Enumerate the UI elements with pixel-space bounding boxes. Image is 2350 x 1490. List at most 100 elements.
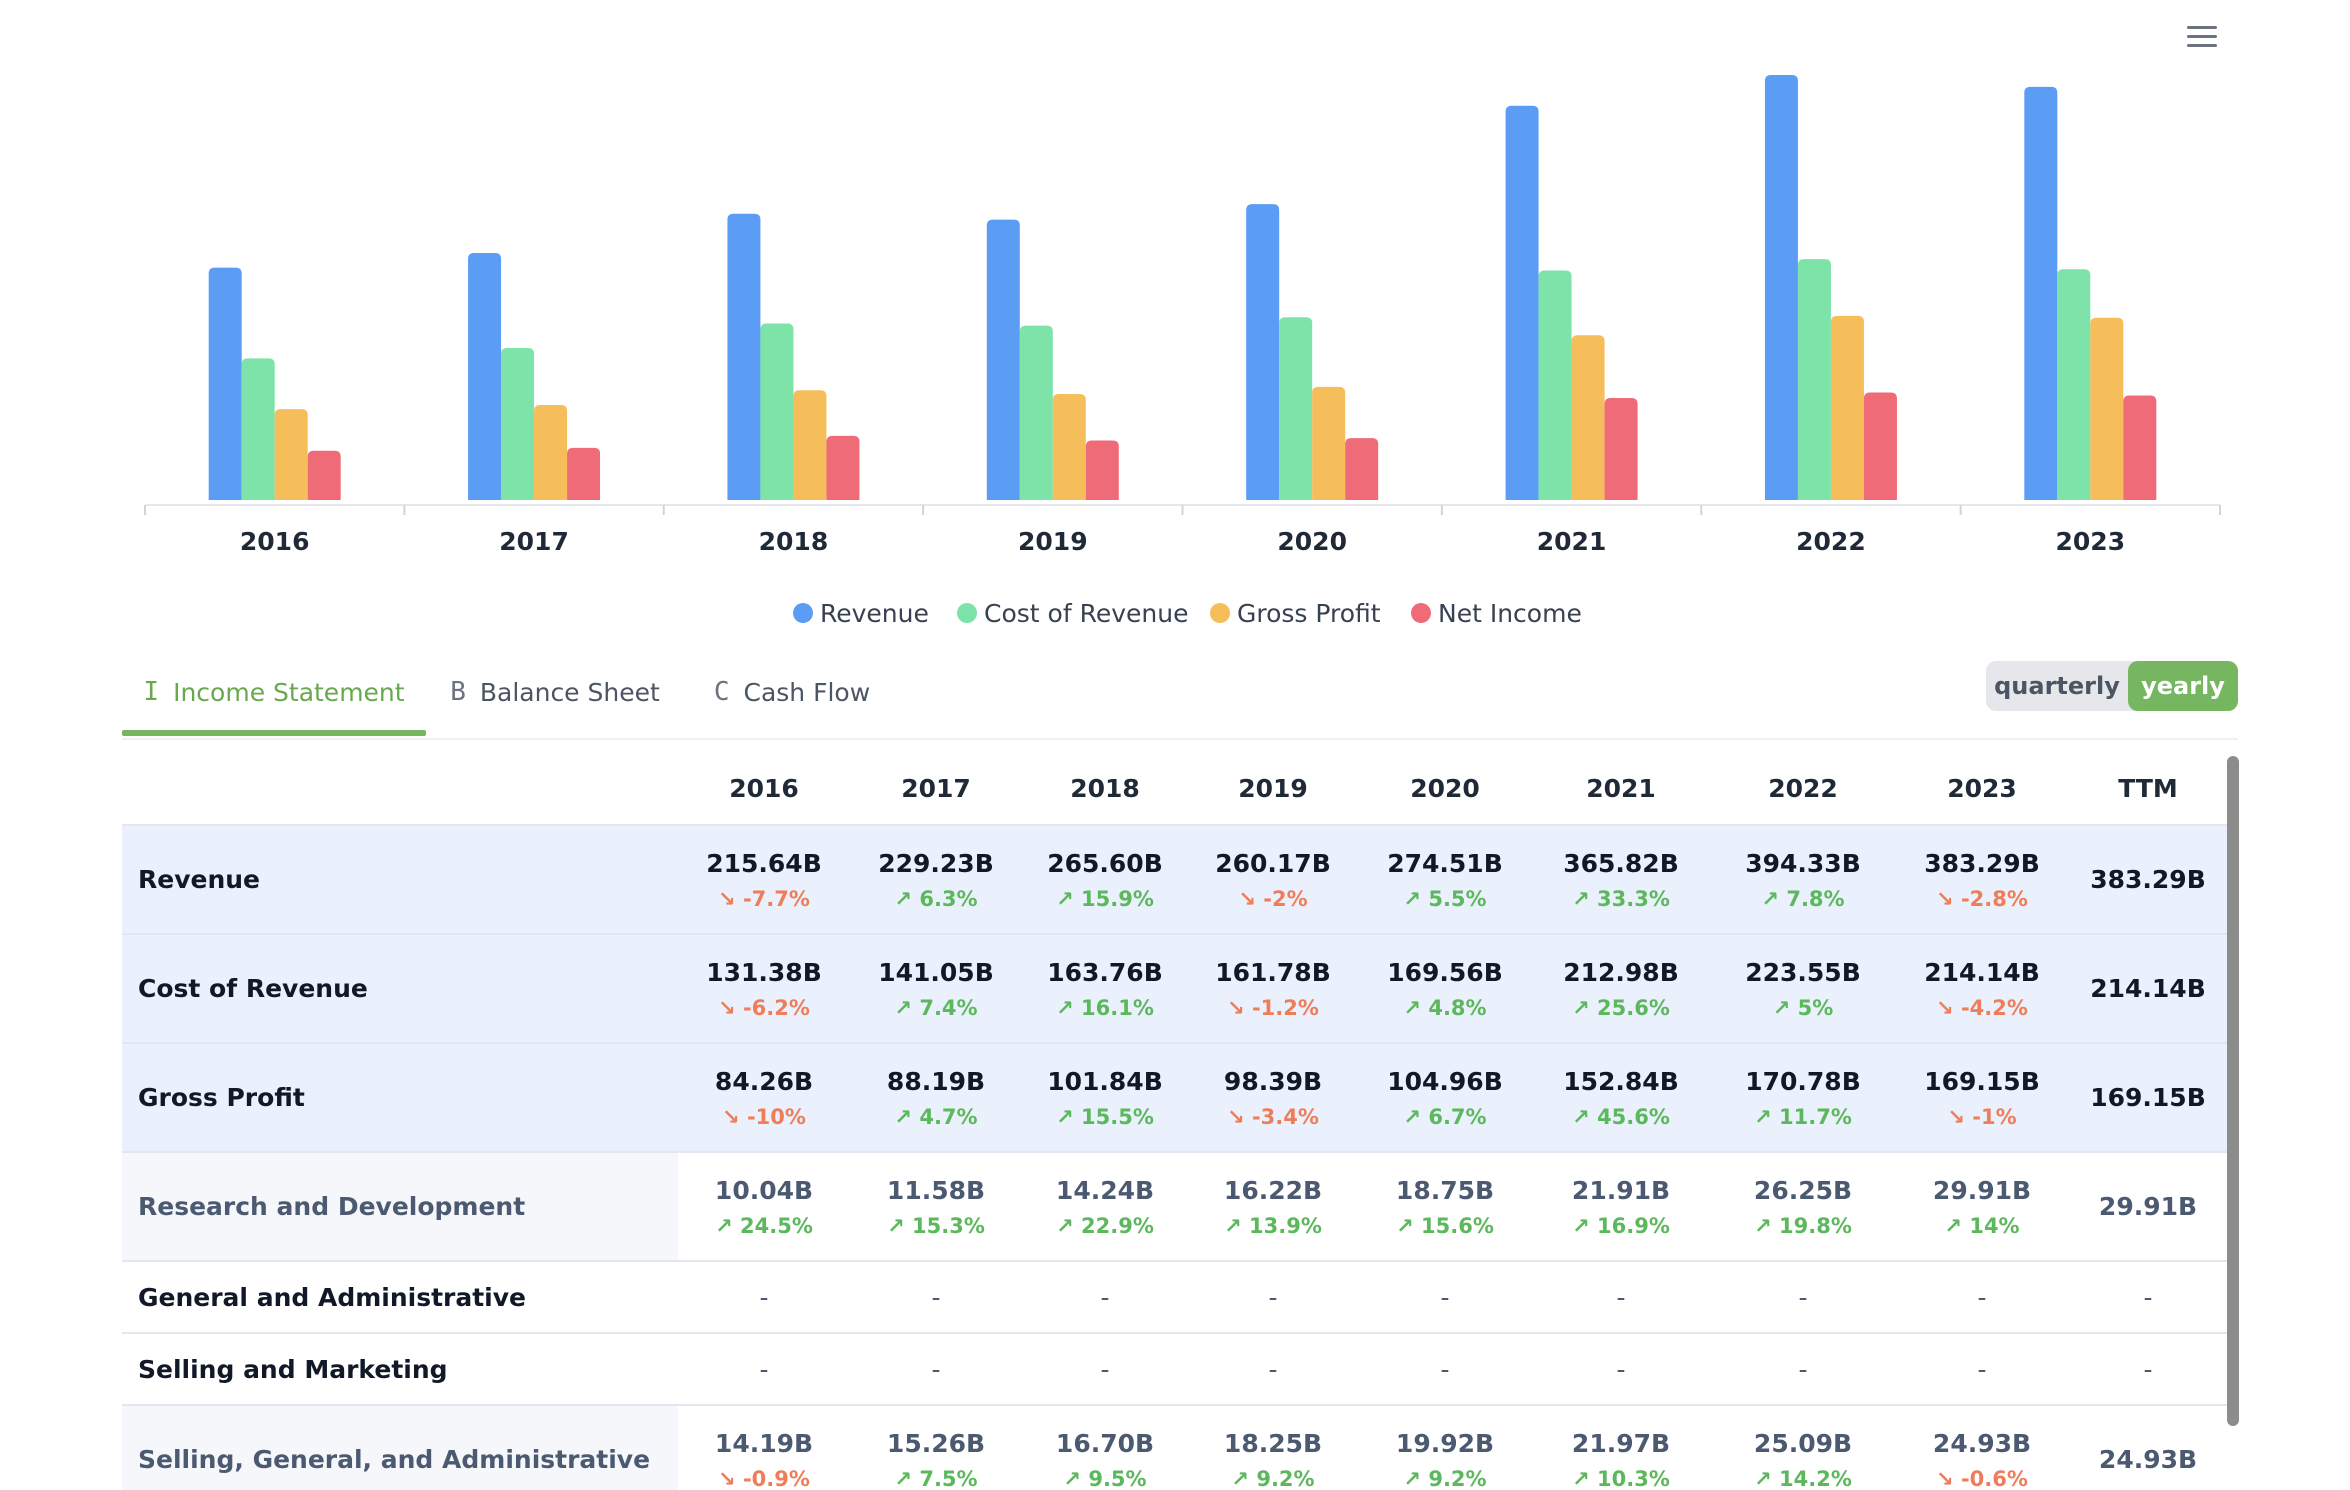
table-scrollbar[interactable] <box>2227 756 2239 1426</box>
bar-net-income-2020[interactable] <box>1345 438 1379 500</box>
legend-item-net-income[interactable]: Net Income <box>1411 599 1582 628</box>
growth-text: 14% <box>1969 1213 2020 1238</box>
trending-up-icon: ↗ <box>1224 1213 1250 1238</box>
growth-text: -0.6% <box>1960 1466 2028 1490</box>
bar-cost-of-revenue-2018[interactable] <box>760 323 794 500</box>
bar-gross-profit-2023[interactable] <box>2090 317 2124 500</box>
empty-value: - <box>1977 1354 1987 1384</box>
legend-label: Cost of Revenue <box>984 599 1188 628</box>
trending-down-icon: ↘ <box>718 995 743 1020</box>
growth-up: ↗ 7.4% <box>851 996 1021 1020</box>
trending-up-icon: ↗ <box>1754 1104 1780 1129</box>
bar-revenue-2022[interactable] <box>1764 75 1798 500</box>
bar-revenue-2016[interactable] <box>208 267 242 500</box>
bar-net-income-2017[interactable] <box>567 447 601 500</box>
cell-value: 274.51B <box>1387 848 1503 878</box>
legend-item-gross-profit[interactable]: Gross Profit <box>1210 599 1381 628</box>
bar-revenue-2018[interactable] <box>727 213 761 500</box>
bar-gross-profit-2017[interactable] <box>534 404 568 500</box>
cell-value: 15.26B <box>886 1428 986 1458</box>
value-cell: - <box>1532 1261 1710 1334</box>
hamburger-menu-icon[interactable] <box>2187 24 2221 50</box>
tab-balance-sheet[interactable]: B Balance Sheet <box>440 652 670 732</box>
value-cell: 214.14B <box>2068 934 2228 1044</box>
growth-text: -3.4% <box>1251 1104 1319 1129</box>
bar-gross-profit-2016[interactable] <box>274 409 308 500</box>
yearly-button[interactable]: yearly <box>2128 661 2238 711</box>
value-cell: 21.91B ↗ 16.9% <box>1532 1152 1710 1262</box>
row-label: Revenue <box>122 825 678 935</box>
bar-revenue-2020[interactable] <box>1246 204 1280 501</box>
bar-net-income-2019[interactable] <box>1085 440 1119 500</box>
growth-up: ↗ 13.9% <box>1189 1214 1357 1238</box>
row-label: Cost of Revenue <box>122 934 678 1044</box>
bar-cost-of-revenue-2022[interactable] <box>1797 259 1831 500</box>
growth-text: 14.2% <box>1779 1466 1852 1490</box>
column-header: 2020 <box>1358 752 1532 826</box>
growth-up: ↗ 7.5% <box>851 1467 1021 1490</box>
bar-cost-of-revenue-2023[interactable] <box>2057 269 2091 500</box>
bar-cost-of-revenue-2017[interactable] <box>501 347 535 500</box>
trending-down-icon: ↘ <box>722 1104 747 1129</box>
bar-gross-profit-2020[interactable] <box>1312 386 1346 500</box>
bar-cost-of-revenue-2016[interactable] <box>241 358 275 500</box>
column-header: 2019 <box>1188 752 1358 826</box>
cell-value: 104.96B <box>1387 1066 1503 1096</box>
legend-swatch <box>957 603 977 623</box>
growth-up: ↗ 10.3% <box>1533 1467 1709 1490</box>
value-cell: - <box>1896 1333 2068 1406</box>
empty-value: - <box>759 1282 769 1312</box>
bar-revenue-2017[interactable] <box>468 252 502 500</box>
table-row[interactable]: Selling and Marketing - - - - - - - - - <box>122 1333 2228 1406</box>
bar-net-income-2021[interactable] <box>1604 397 1638 500</box>
growth-down: ↘ -10% <box>679 1105 849 1129</box>
bar-revenue-2023[interactable] <box>2024 86 2058 500</box>
empty-value: - <box>1616 1354 1626 1384</box>
trending-up-icon: ↗ <box>894 995 920 1020</box>
trending-down-icon: ↘ <box>1936 886 1961 911</box>
tab-income-statement[interactable]: I Income Statement <box>122 652 426 732</box>
trending-up-icon: ↗ <box>894 1466 920 1490</box>
growth-text: -7.7% <box>742 886 810 911</box>
trending-up-icon: ↗ <box>1403 1104 1429 1129</box>
tab-cash-flow[interactable]: C Cash Flow <box>692 652 892 732</box>
table-row[interactable]: Research and Development 10.04B ↗ 24.5% 11.… <box>122 1152 2228 1262</box>
table-row[interactable]: Revenue 215.64B ↘ -7.7% 229.23B ↗ 6.3% 265.60… <box>122 825 2228 935</box>
empty-value: - <box>1268 1354 1278 1384</box>
cell-value: 19.92B <box>1395 1428 1495 1458</box>
table-row[interactable]: Gross Profit 84.26B ↘ -10% 88.19B ↗ 4.7% 101.… <box>122 1043 2228 1153</box>
bar-net-income-2023[interactable] <box>2123 395 2157 500</box>
table-row[interactable]: Cost of Revenue 131.38B ↘ -6.2% 141.05B ↗ 7.… <box>122 934 2228 1044</box>
bar-gross-profit-2022[interactable] <box>1830 315 1864 500</box>
legend-item-revenue[interactable]: Revenue <box>793 599 929 628</box>
cell-value: 14.19B <box>714 1428 814 1458</box>
trending-down-icon: ↘ <box>1238 886 1264 911</box>
growth-down: ↘ -7.7% <box>679 887 849 911</box>
value-cell: 104.96B ↗ 6.7% <box>1358 1043 1532 1153</box>
column-header: 2016 <box>678 752 850 826</box>
bar-revenue-2019[interactable] <box>986 219 1020 500</box>
growth-text: 7.5% <box>919 1466 978 1490</box>
bar-revenue-2021[interactable] <box>1505 105 1539 500</box>
growth-down: ↘ -6.2% <box>679 996 849 1020</box>
empty-value: - <box>1100 1354 1110 1384</box>
bar-gross-profit-2018[interactable] <box>793 390 827 500</box>
bar-net-income-2018[interactable] <box>826 435 860 500</box>
table-row[interactable]: General and Administrative - - - - - - - - - <box>122 1261 2228 1334</box>
bar-cost-of-revenue-2021[interactable] <box>1538 270 1572 500</box>
column-header: TTM <box>2068 752 2228 826</box>
bar-net-income-2022[interactable] <box>1863 392 1897 500</box>
growth-text: 9.5% <box>1088 1466 1147 1490</box>
bar-gross-profit-2021[interactable] <box>1571 335 1605 500</box>
x-tick-label: 2018 <box>759 527 829 556</box>
quarterly-button[interactable]: quarterly <box>1994 672 2120 700</box>
table-row[interactable]: Selling, General, and Administrative 14.1… <box>122 1405 2228 1490</box>
value-cell: 98.39B ↘ -3.4% <box>1188 1043 1358 1153</box>
bar-cost-of-revenue-2020[interactable] <box>1279 317 1313 500</box>
bar-net-income-2016[interactable] <box>307 450 341 500</box>
bar-gross-profit-2019[interactable] <box>1052 393 1086 500</box>
bar-cost-of-revenue-2019[interactable] <box>1019 325 1053 500</box>
legend-item-cost-of-revenue[interactable]: Cost of Revenue <box>957 599 1188 628</box>
cell-value: 212.98B <box>1563 957 1679 987</box>
x-tick-label: 2022 <box>1796 527 1866 556</box>
